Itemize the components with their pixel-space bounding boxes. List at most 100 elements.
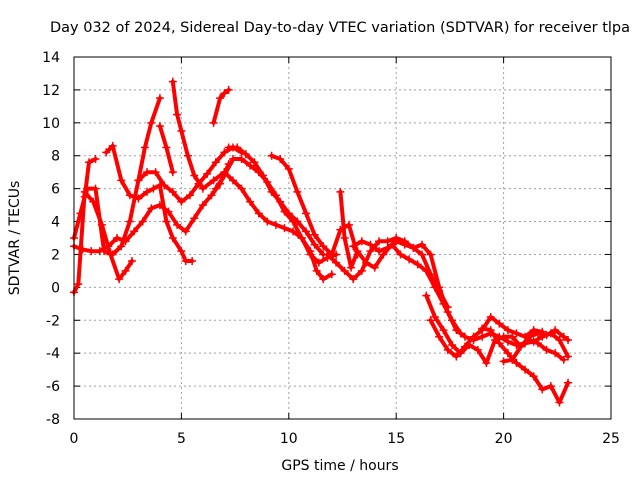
data-point	[340, 234, 349, 242]
data-point	[177, 197, 186, 206]
data-point	[555, 336, 564, 345]
data-point	[280, 224, 289, 233]
data-point	[503, 337, 512, 346]
data-point	[155, 122, 164, 131]
data-point	[344, 220, 353, 229]
data-point	[409, 243, 418, 252]
data-point	[149, 184, 158, 193]
x-tick-label: 10	[280, 431, 298, 447]
series-line	[104, 143, 195, 263]
series-track-6	[134, 94, 164, 185]
data-point	[495, 319, 504, 328]
data-point	[546, 382, 555, 391]
data-point	[216, 94, 225, 103]
data-point	[529, 372, 538, 381]
data-point	[276, 155, 285, 164]
data-point	[246, 161, 255, 170]
data-point	[143, 187, 152, 196]
data-point	[91, 184, 100, 193]
data-point	[224, 85, 233, 94]
data-point	[250, 158, 259, 167]
data-point	[102, 148, 111, 157]
data-point	[542, 345, 551, 354]
data-point	[263, 217, 272, 226]
data-point	[512, 359, 521, 368]
data-point	[347, 263, 356, 272]
data-point	[486, 326, 495, 335]
data-point	[499, 357, 508, 366]
data-point	[426, 250, 435, 259]
data-point	[241, 150, 250, 159]
data-point	[508, 355, 517, 364]
series-line	[338, 189, 463, 336]
data-point	[125, 217, 134, 226]
chart-title: Day 032 of 2024, Sidereal Day-to-day VTE…	[50, 20, 630, 36]
data-point	[140, 143, 149, 152]
data-point	[533, 339, 542, 348]
data-point	[392, 237, 401, 246]
series-track-19	[478, 324, 573, 407]
y-tick-label: 4	[51, 215, 60, 231]
data-point	[276, 197, 285, 206]
data-point	[246, 197, 255, 206]
data-point	[396, 250, 405, 259]
data-point	[357, 266, 366, 275]
data-point	[173, 110, 182, 119]
data-point	[405, 255, 414, 264]
data-point	[486, 312, 495, 321]
data-point	[177, 127, 186, 136]
data-point	[551, 349, 560, 358]
data-point	[220, 89, 229, 98]
data-point	[130, 227, 139, 236]
data-point	[375, 237, 384, 246]
data-point	[209, 118, 218, 127]
x-axis-label: GPS time / hours	[281, 458, 398, 474]
data-point	[168, 234, 177, 242]
y-tick-label: 6	[51, 182, 60, 198]
data-point	[203, 169, 212, 178]
y-tick-label: 12	[42, 83, 60, 99]
y-tick-label: 14	[42, 50, 60, 66]
data-point	[237, 184, 246, 193]
data-point	[297, 234, 306, 242]
y-tick-label: -4	[46, 346, 60, 362]
y-tick-label: 0	[51, 280, 60, 296]
y-tick-label: 10	[42, 116, 60, 132]
data-point	[183, 151, 192, 160]
data-point	[254, 209, 263, 218]
data-point	[134, 176, 143, 185]
data-point	[460, 332, 469, 341]
data-point	[155, 94, 164, 103]
data-point	[224, 143, 233, 152]
data-point	[95, 247, 104, 256]
data-point	[293, 187, 302, 196]
data-point	[190, 214, 199, 223]
data-point	[207, 191, 216, 200]
data-point	[559, 332, 568, 341]
data-point	[121, 266, 130, 275]
series-line	[211, 87, 231, 125]
data-point	[473, 345, 482, 354]
data-point	[162, 143, 171, 152]
data-point	[151, 168, 160, 177]
data-point	[271, 220, 280, 229]
data-point	[417, 240, 426, 249]
data-point	[538, 385, 547, 394]
data-point	[564, 378, 573, 387]
series-line	[222, 170, 334, 282]
plot-frame	[73, 56, 612, 420]
data-point	[435, 283, 444, 292]
data-point	[168, 187, 177, 196]
data-point	[143, 168, 152, 177]
data-point	[332, 258, 341, 267]
data-point	[564, 336, 573, 345]
data-point	[173, 220, 182, 229]
data-point	[370, 263, 379, 272]
data-point	[198, 184, 207, 193]
data-point	[314, 258, 323, 267]
series-track-4	[80, 155, 100, 201]
data-point	[301, 209, 310, 218]
data-point	[211, 184, 220, 193]
series-track-11	[224, 143, 328, 259]
data-point	[349, 242, 358, 251]
